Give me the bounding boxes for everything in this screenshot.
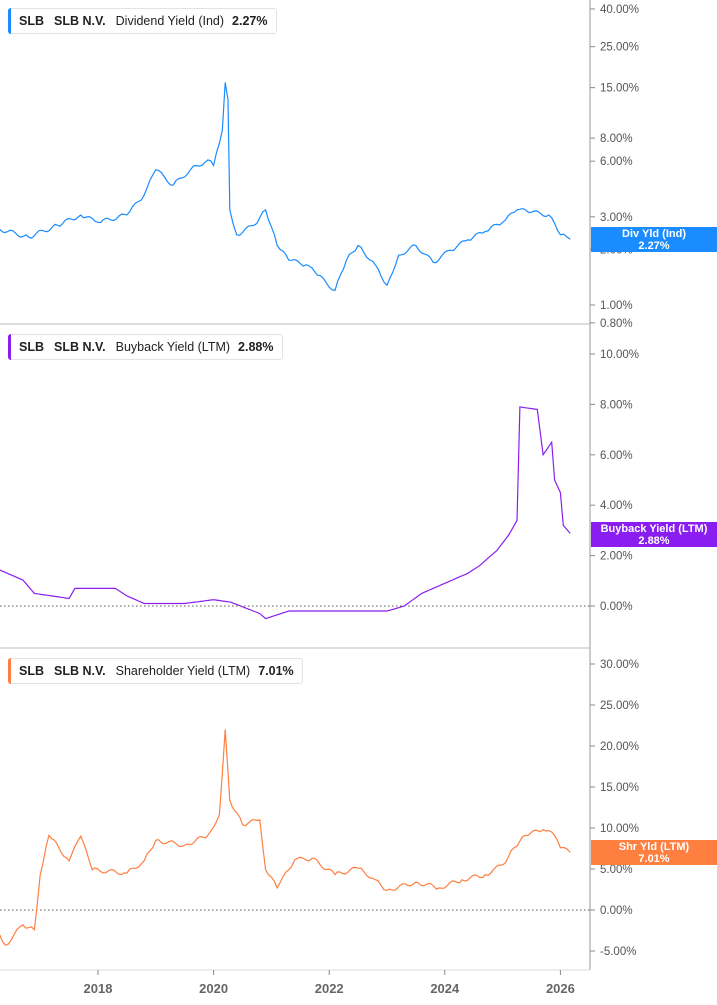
y-tick-label: 5.00% bbox=[600, 864, 633, 876]
tag-value: 2.88% bbox=[638, 535, 670, 547]
y-tick-label: 15.00% bbox=[600, 782, 639, 794]
y-tick-label: 0.80% bbox=[600, 318, 633, 330]
y-tick-label: 0.00% bbox=[600, 601, 633, 613]
series-line-0 bbox=[0, 82, 571, 292]
y-tick-label: 25.00% bbox=[600, 700, 639, 712]
legend-company: SLB N.V. bbox=[54, 14, 106, 28]
y-tick-label: -5.00% bbox=[600, 946, 636, 958]
series-line-1 bbox=[0, 406, 571, 620]
y-tick-label: 10.00% bbox=[600, 349, 639, 361]
legend-company: SLB N.V. bbox=[54, 340, 106, 354]
last-value-tag-shareholder: Shr Yld (LTM) 7.01% bbox=[591, 840, 717, 865]
legend-value: 2.27% bbox=[232, 14, 268, 28]
x-tick-label: 2022 bbox=[315, 981, 344, 996]
tag-title: Shr Yld (LTM) bbox=[618, 841, 690, 853]
y-tick-label: 3.00% bbox=[600, 212, 633, 224]
tag-value: 2.27% bbox=[638, 240, 670, 252]
y-tick-label: 30.00% bbox=[600, 659, 639, 671]
legend-metric: Buyback Yield (LTM) bbox=[115, 340, 231, 354]
x-tick-label: 2026 bbox=[546, 981, 575, 996]
legend-color-bar bbox=[8, 334, 11, 360]
y-tick-label: 2.00% bbox=[600, 551, 633, 563]
y-tick-label: 8.00% bbox=[600, 399, 633, 411]
legend-company: SLB N.V. bbox=[54, 664, 106, 678]
y-tick-label: 40.00% bbox=[600, 4, 639, 16]
legend-color-bar bbox=[8, 8, 11, 34]
tag-title: Buyback Yield (LTM) bbox=[600, 523, 708, 535]
series-line-2 bbox=[0, 729, 571, 947]
y-tick-label: 25.00% bbox=[600, 42, 639, 54]
y-tick-label: 20.00% bbox=[600, 741, 639, 753]
legend-shareholder[interactable]: SLB SLB N.V. Shareholder Yield (LTM) 7.0… bbox=[8, 658, 303, 684]
legend-color-bar bbox=[8, 658, 11, 684]
legend-dividend[interactable]: SLB SLB N.V. Dividend Yield (Ind) 2.27% bbox=[8, 8, 277, 34]
y-tick-label: 1.00% bbox=[600, 300, 633, 312]
y-tick-label: 0.00% bbox=[600, 905, 633, 917]
legend-ticker: SLB bbox=[19, 14, 44, 28]
legend-buyback[interactable]: SLB SLB N.V. Buyback Yield (LTM) 2.88% bbox=[8, 334, 283, 360]
legend-ticker: SLB bbox=[19, 664, 44, 678]
legend-value: 2.88% bbox=[238, 340, 274, 354]
x-tick-label: 2018 bbox=[84, 981, 113, 996]
last-value-tag-buyback: Buyback Yield (LTM) 2.88% bbox=[591, 522, 717, 547]
tag-value: 7.01% bbox=[638, 853, 670, 865]
y-tick-label: 10.00% bbox=[600, 823, 639, 835]
last-value-tag-dividend: Div Yld (Ind) 2.27% bbox=[591, 227, 717, 252]
y-tick-label: 15.00% bbox=[600, 83, 639, 95]
legend-metric: Dividend Yield (Ind) bbox=[115, 14, 225, 28]
y-tick-label: 6.00% bbox=[600, 450, 633, 462]
legend-value: 7.01% bbox=[258, 664, 294, 678]
y-tick-label: 6.00% bbox=[600, 156, 633, 168]
x-tick-label: 2020 bbox=[199, 981, 228, 996]
y-tick-label: 8.00% bbox=[600, 133, 633, 145]
legend-ticker: SLB bbox=[19, 340, 44, 354]
tag-title: Div Yld (Ind) bbox=[622, 228, 686, 240]
legend-metric: Shareholder Yield (LTM) bbox=[115, 664, 251, 678]
x-tick-label: 2024 bbox=[430, 981, 460, 996]
y-tick-label: 4.00% bbox=[600, 500, 633, 512]
